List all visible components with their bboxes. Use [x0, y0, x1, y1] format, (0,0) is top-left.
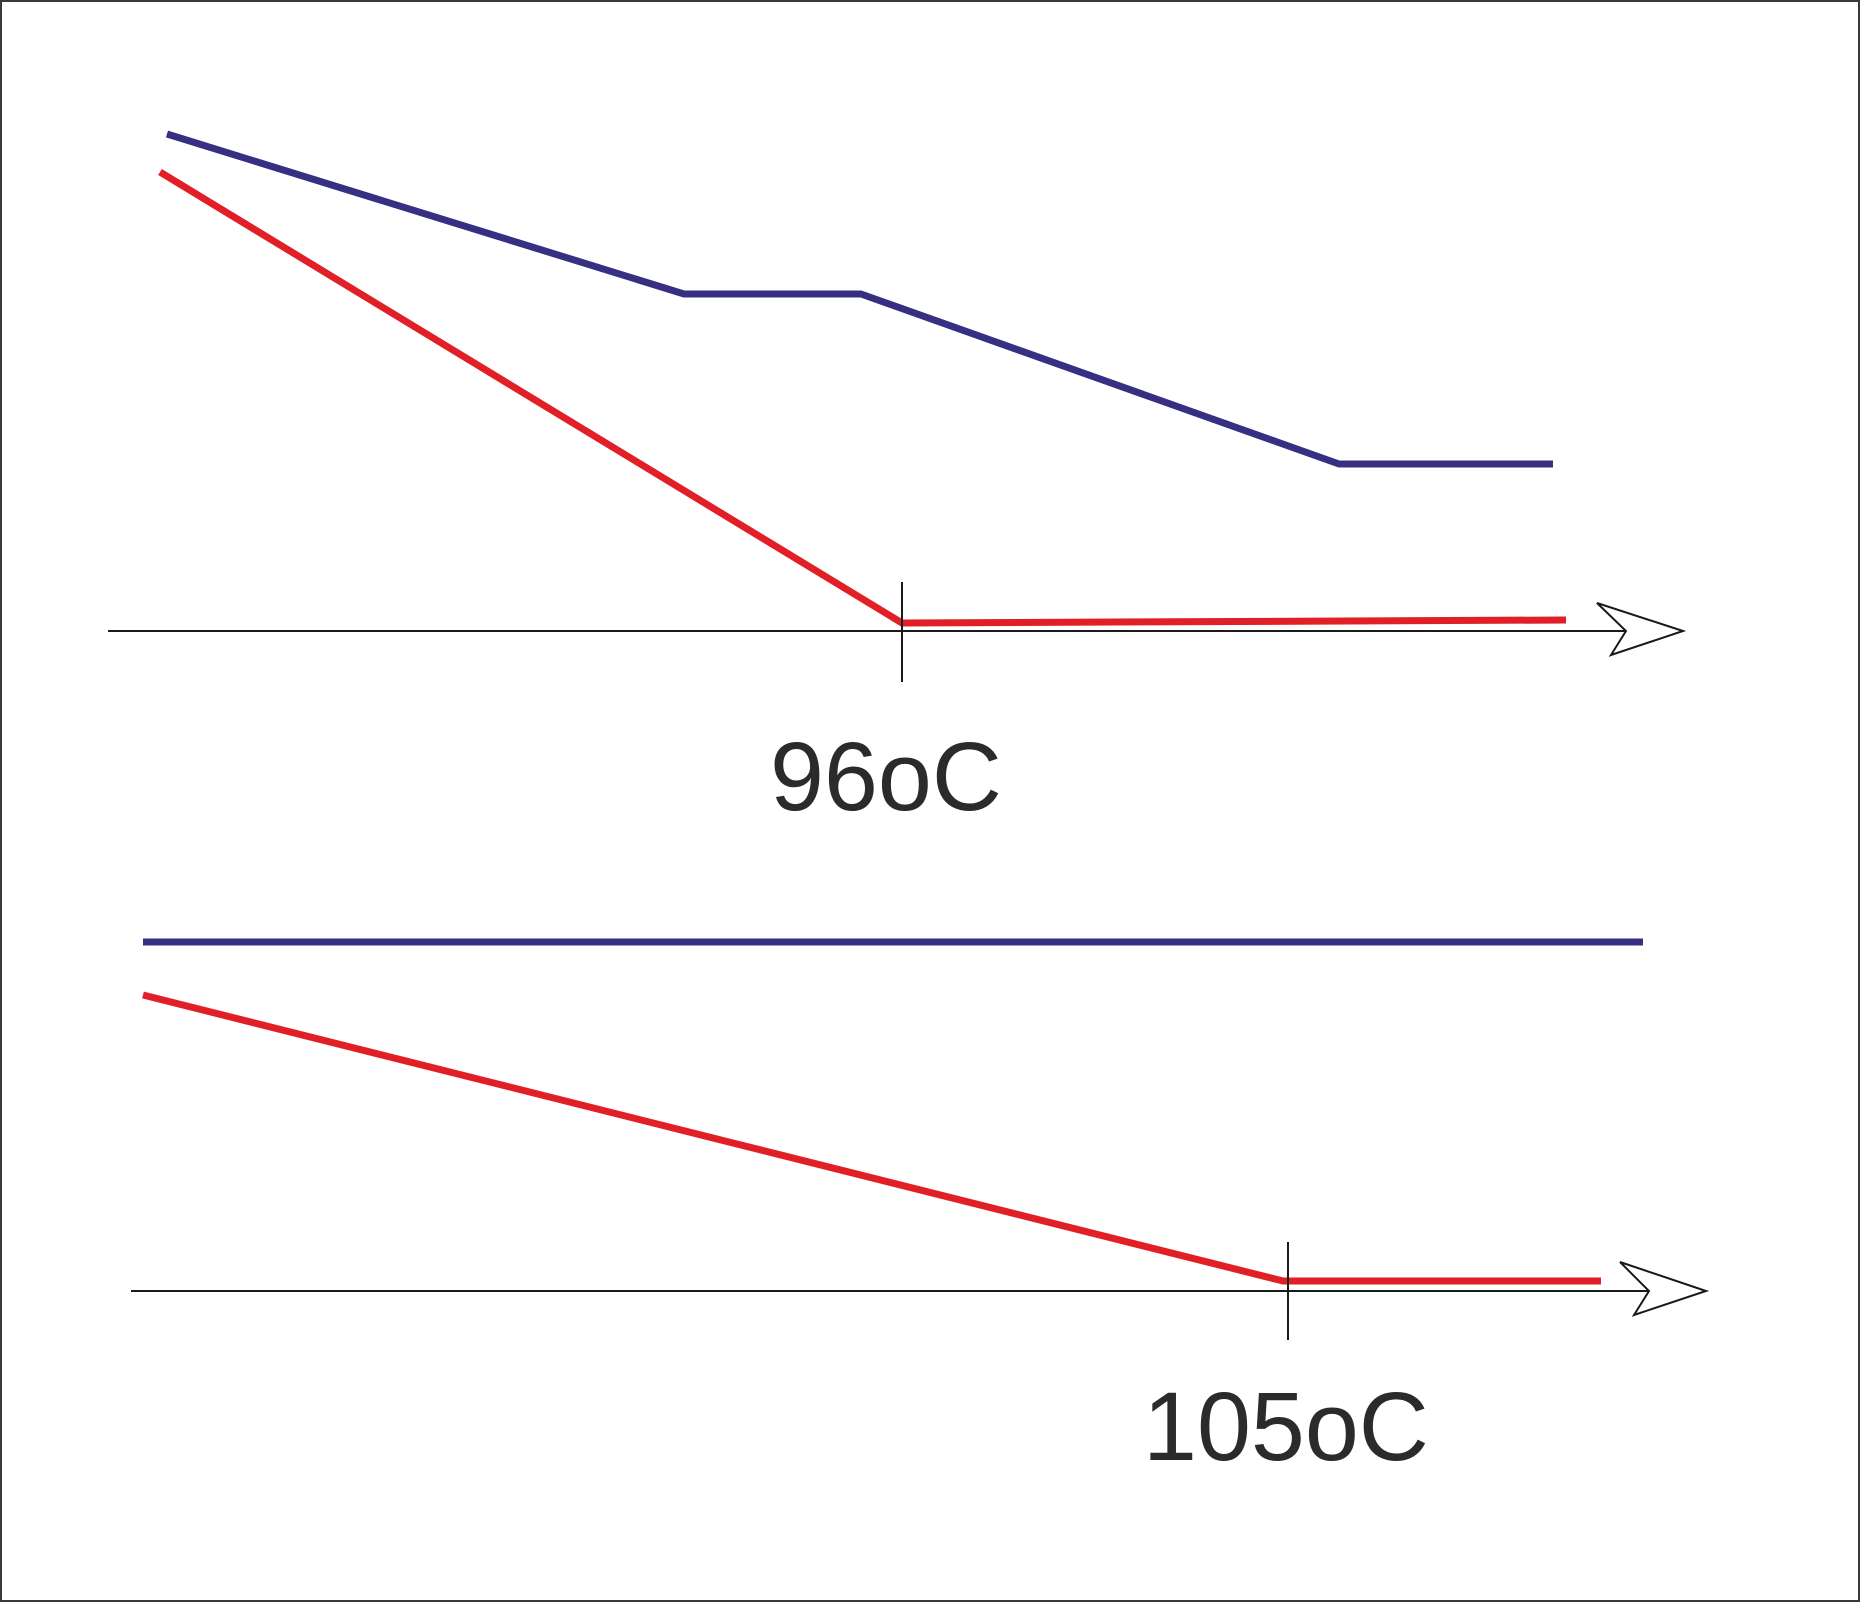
x-axis-arrowhead-panel-2 [1619, 1261, 1710, 1317]
transition-temperature-label: 96oC [770, 722, 1002, 831]
upper-line-panel-1 [165, 130, 1553, 468]
lower-line-panel-2 [142, 991, 1601, 1285]
panel-105: 105oC [131, 938, 1710, 1481]
x-axis-arrowhead-panel-1 [1596, 602, 1687, 657]
transition-temperature-label: 105oC [1143, 1372, 1429, 1481]
panel-96: 96oC [108, 130, 1687, 831]
